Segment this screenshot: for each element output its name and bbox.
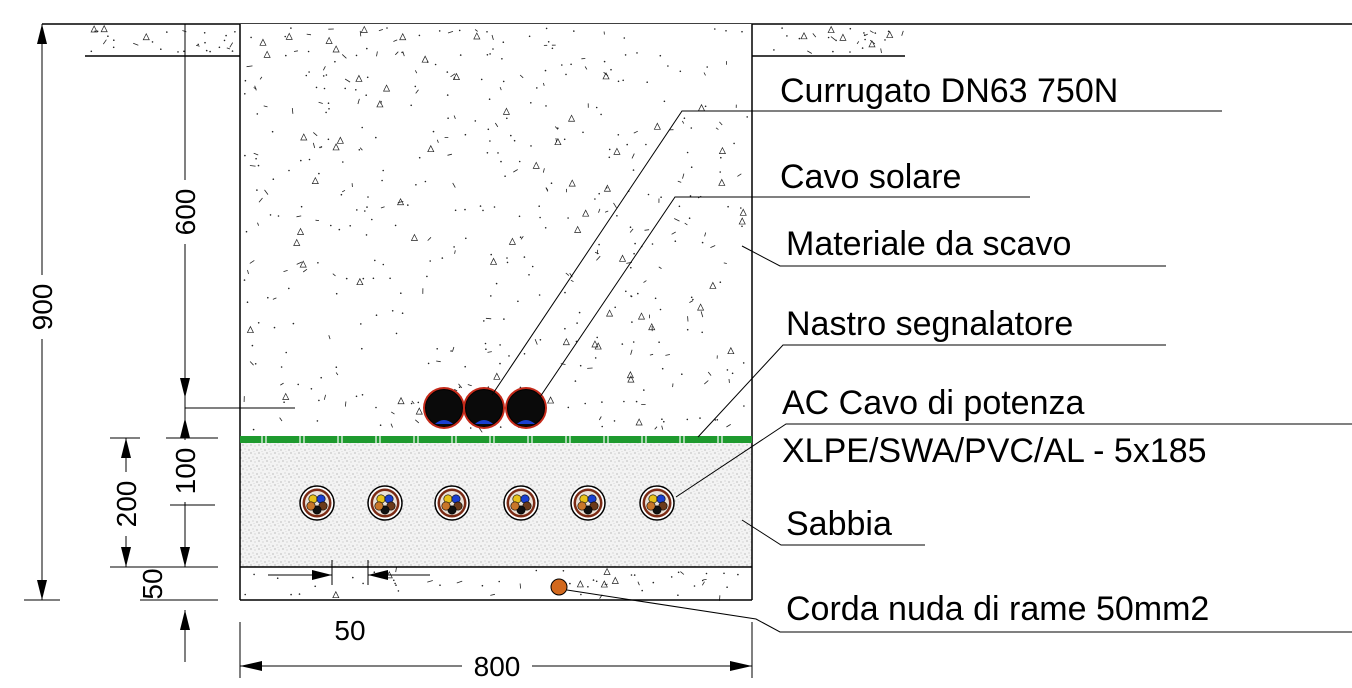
label-warning-tape: Nastro segnalatore: [786, 305, 1073, 343]
dim-label-800: 800: [474, 651, 521, 682]
corrugated-conduits: [423, 387, 547, 429]
label-excavation: Materiale da scavo: [786, 225, 1071, 263]
bottom-speckle: [244, 567, 739, 601]
label-power-cable-1: AC Cavo di potenza: [782, 384, 1084, 422]
label-copper: Corda nuda di rame 50mm2: [786, 590, 1209, 628]
leader-sand: [741, 519, 925, 546]
dimension-tape-gap: 100: [170, 438, 215, 506]
leader-lines: [491, 110, 1352, 633]
label-corrugated: Currugato DN63 750N: [780, 72, 1118, 110]
leader-warning-tape: [697, 344, 1166, 438]
dim-label-50-bottom: 50: [137, 568, 168, 599]
bottom-zone: [240, 568, 752, 600]
leader-corrugated: [491, 110, 1222, 396]
trench: [239, 24, 753, 601]
leader-copper: [566, 589, 1352, 633]
dim-label-900: 900: [27, 284, 58, 331]
dimension-bottom: 50: [137, 505, 218, 662]
ground-speckle: [90, 24, 904, 54]
dim-label-50-spacing: 50: [334, 615, 365, 646]
dim-label-100: 100: [170, 448, 201, 495]
copper-conductor: [550, 578, 568, 596]
power-cables: [299, 485, 675, 521]
dimension-total-depth: 900: [24, 24, 60, 601]
dim-label-200: 200: [111, 481, 142, 528]
label-solar-cable: Cavo solare: [780, 158, 961, 196]
dimension-sand-zone: 200: [110, 437, 218, 568]
dim-label-600: 600: [170, 189, 201, 236]
warning-tape-marks: [261, 436, 723, 443]
dimension-fill-depth: 600: [166, 24, 295, 439]
dimension-trench-width: 800: [239, 622, 753, 682]
label-sand: Sabbia: [786, 505, 892, 543]
leader-power-cable: [675, 423, 1352, 498]
leader-excavation: [741, 245, 1166, 267]
warning-tape: [240, 436, 752, 443]
leader-solar-cable: [539, 196, 1030, 398]
label-power-cable-2: XLPE/SWA/PVC/AL - 5x185: [782, 432, 1207, 470]
excavation-speckle: [243, 25, 748, 433]
excavation-fill-zone: [240, 24, 752, 438]
dimension-cable-spacing: 50: [268, 560, 430, 646]
